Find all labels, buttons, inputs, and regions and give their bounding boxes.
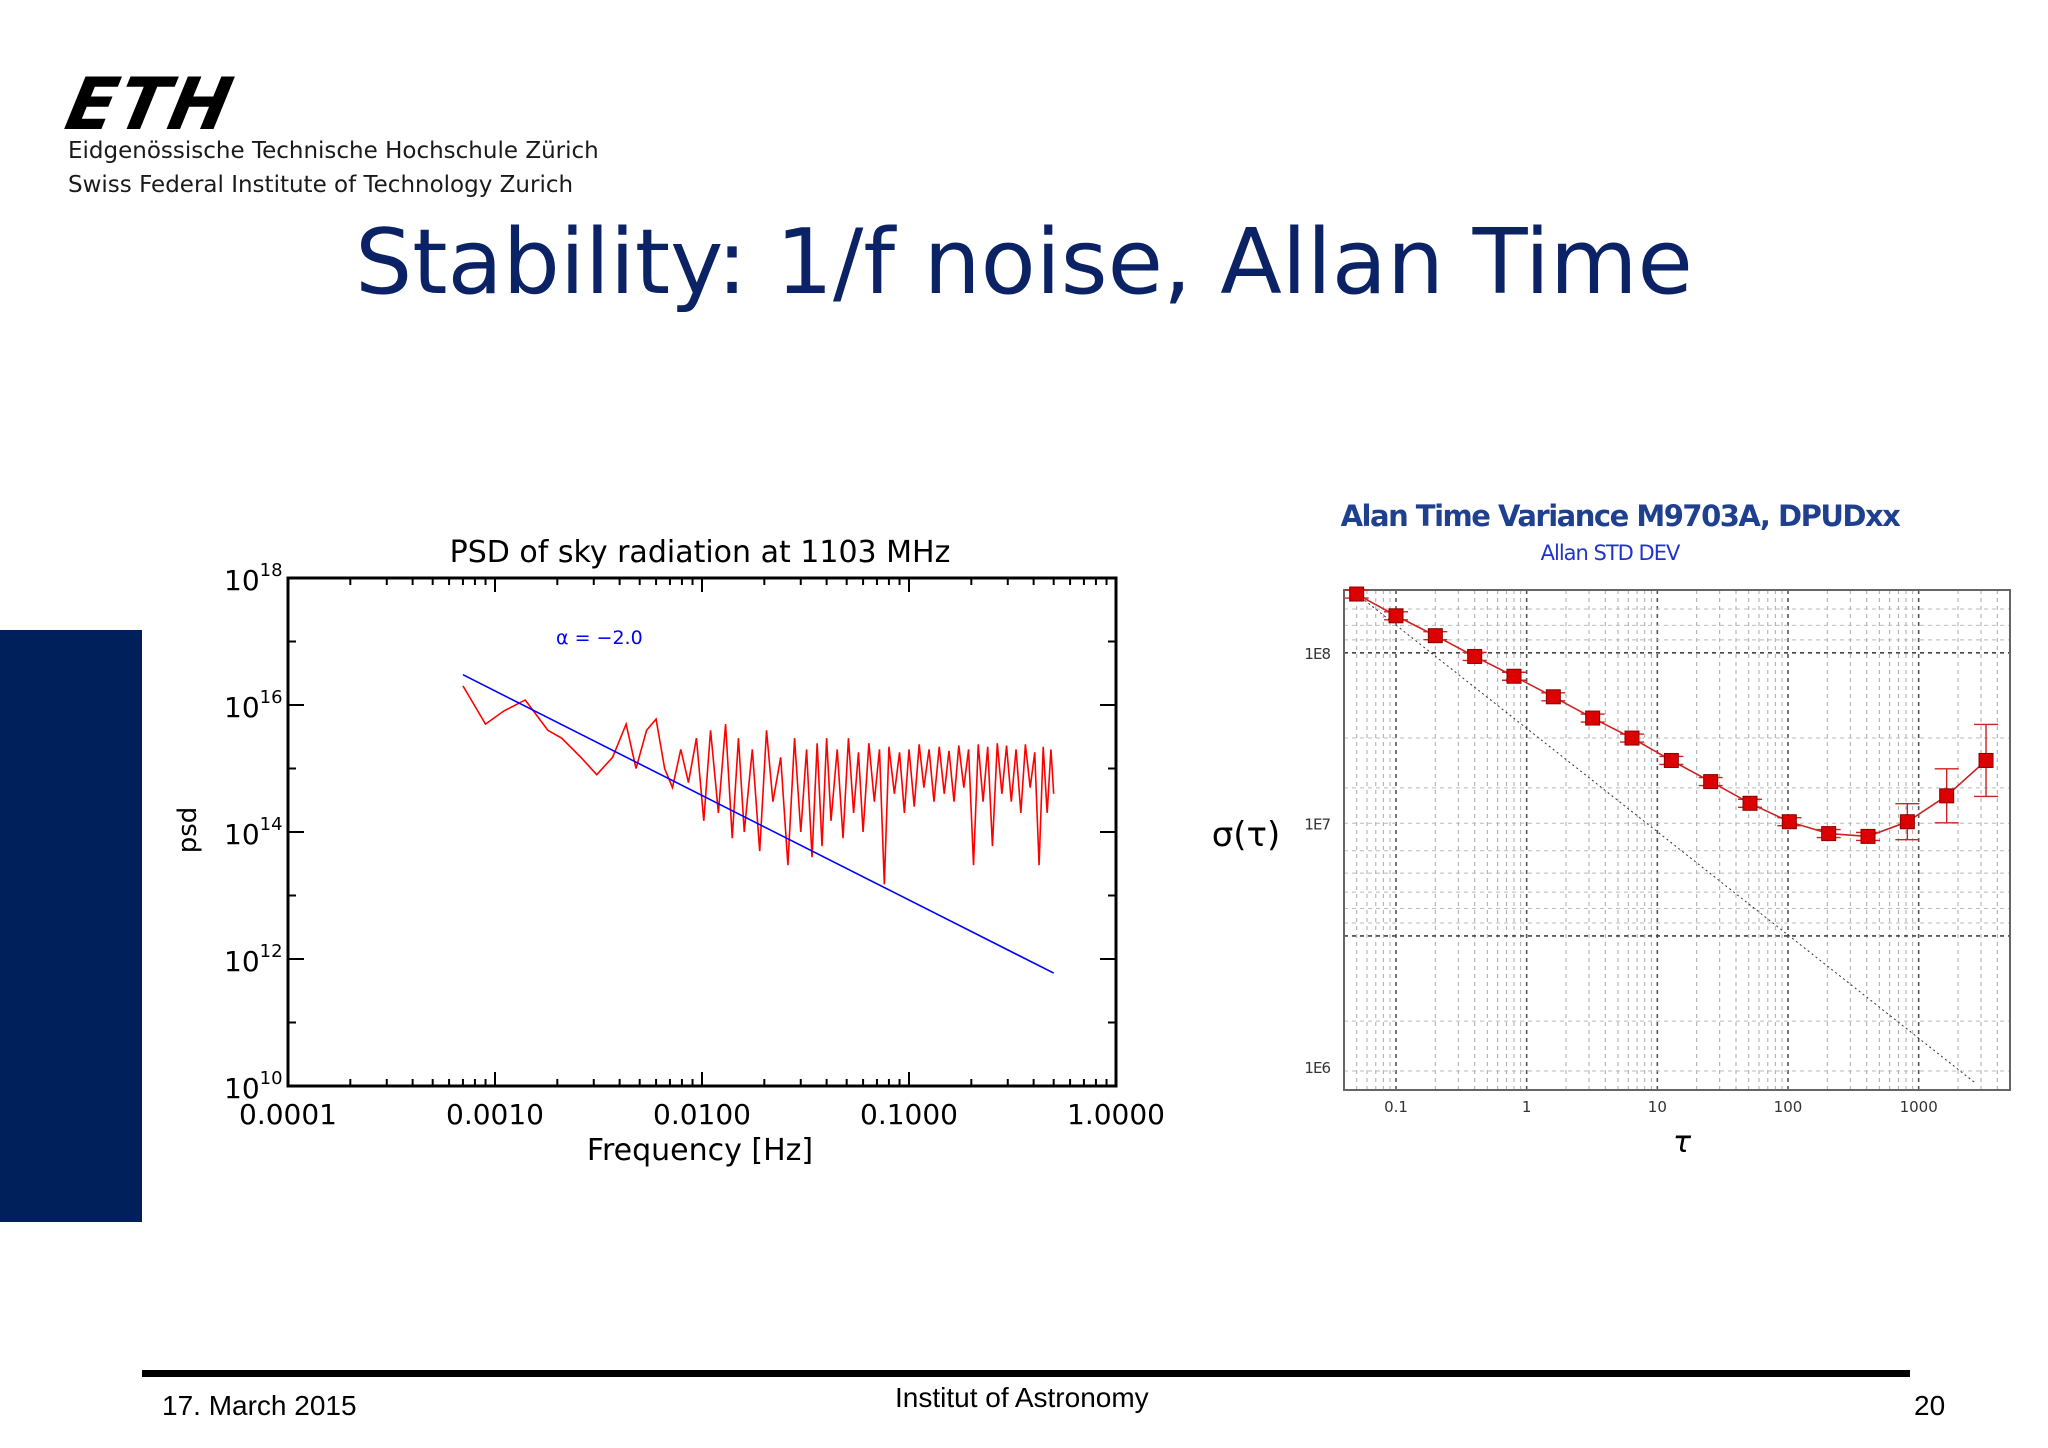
allan-y-tick-label: 1E7 xyxy=(1304,815,1330,833)
psd-x-tick-label: 0.0001 xyxy=(239,1098,337,1131)
allan-data-point xyxy=(1899,814,1915,830)
allan-x-tick-label: 1 xyxy=(1522,1098,1532,1116)
allan-x-tick-label: 100 xyxy=(1774,1098,1803,1116)
allan-data-line xyxy=(1356,593,1987,838)
footer-date: 17. March 2015 xyxy=(162,1390,357,1421)
eth-logo: ETH xyxy=(59,62,242,146)
allan-x-tick-label: 0.1 xyxy=(1384,1098,1408,1116)
psd-y-tick-label: 1012 xyxy=(224,941,283,978)
footer-institute: Institut of Astronomy xyxy=(895,1382,1149,1413)
allan-x-tick-label: 10 xyxy=(1648,1098,1667,1116)
allan-data-point xyxy=(1703,774,1719,790)
allan-y-tick-label: 1E8 xyxy=(1304,645,1330,663)
allan-y-tick-label: 1E6 xyxy=(1304,1059,1330,1077)
allan-data-point xyxy=(1506,668,1522,684)
psd-y-tick-label: 1010 xyxy=(224,1068,283,1105)
psd-chart-xlabel: Frequency [Hz] xyxy=(587,1133,813,1168)
allan-data-point xyxy=(1742,795,1758,811)
allan-data-point xyxy=(1939,788,1955,804)
allan-data-point xyxy=(1781,814,1797,830)
allan-data-point xyxy=(1821,826,1837,842)
allan-data-point xyxy=(1349,586,1365,602)
psd-x-tick-label: 0.1000 xyxy=(860,1098,958,1131)
psd-chart-annotation: α = −2.0 xyxy=(556,627,643,649)
allan-data-point xyxy=(1467,648,1483,664)
allan-data-point xyxy=(1624,730,1640,746)
allan-chart-title: Alan Time Variance M9703A, DPUDxx xyxy=(1341,499,1902,533)
allan-chart-xlabel: τ xyxy=(1673,1125,1692,1160)
institution-name-english: Swiss Federal Institute of Technology Zu… xyxy=(68,172,574,198)
psd-x-tick-label: 1.0000 xyxy=(1067,1098,1165,1131)
sidebar-bar xyxy=(0,630,142,1222)
allan-data-point xyxy=(1545,689,1561,705)
allan-chart-subtitle: Allan STD DEV xyxy=(1541,541,1681,565)
allan-data-point xyxy=(1388,608,1404,624)
allan-reference-line xyxy=(1356,593,1976,1084)
psd-x-tick-label: 0.0100 xyxy=(653,1098,751,1131)
page-number: 20 xyxy=(1914,1390,1946,1421)
psd-x-tick-label: 0.0010 xyxy=(446,1098,544,1131)
allan-data-point xyxy=(1427,628,1443,644)
footer-divider xyxy=(142,1370,1910,1377)
allan-data-point xyxy=(1978,752,1994,768)
allan-data-point xyxy=(1663,752,1679,768)
allan-x-tick-label: 1000 xyxy=(1900,1098,1938,1116)
allan-chart: Alan Time Variance M9703A, DPUDxx Allan … xyxy=(1212,499,2011,1160)
psd-y-tick-label: 1014 xyxy=(224,814,283,851)
psd-y-tick-label: 1018 xyxy=(224,560,283,597)
psd-data-line xyxy=(462,685,1055,885)
allan-data-point xyxy=(1585,710,1601,726)
allan-chart-ylabel: σ(τ) xyxy=(1212,815,1281,855)
psd-fit-line xyxy=(462,673,1055,974)
allan-plot-frame xyxy=(1343,589,2011,1091)
psd-chart: PSD of sky radiation at 1103 MHz α = −2.… xyxy=(173,535,1165,1168)
institution-name-german: Eidgenössische Technische Hochschule Zür… xyxy=(68,138,599,164)
psd-chart-ylabel: psd xyxy=(173,807,203,854)
slide-title: Stability: 1/f noise, Allan Time xyxy=(355,210,1693,315)
psd-y-tick-label: 1016 xyxy=(224,687,283,724)
psd-chart-title: PSD of sky radiation at 1103 MHz xyxy=(450,535,951,570)
allan-data-point xyxy=(1860,828,1876,844)
